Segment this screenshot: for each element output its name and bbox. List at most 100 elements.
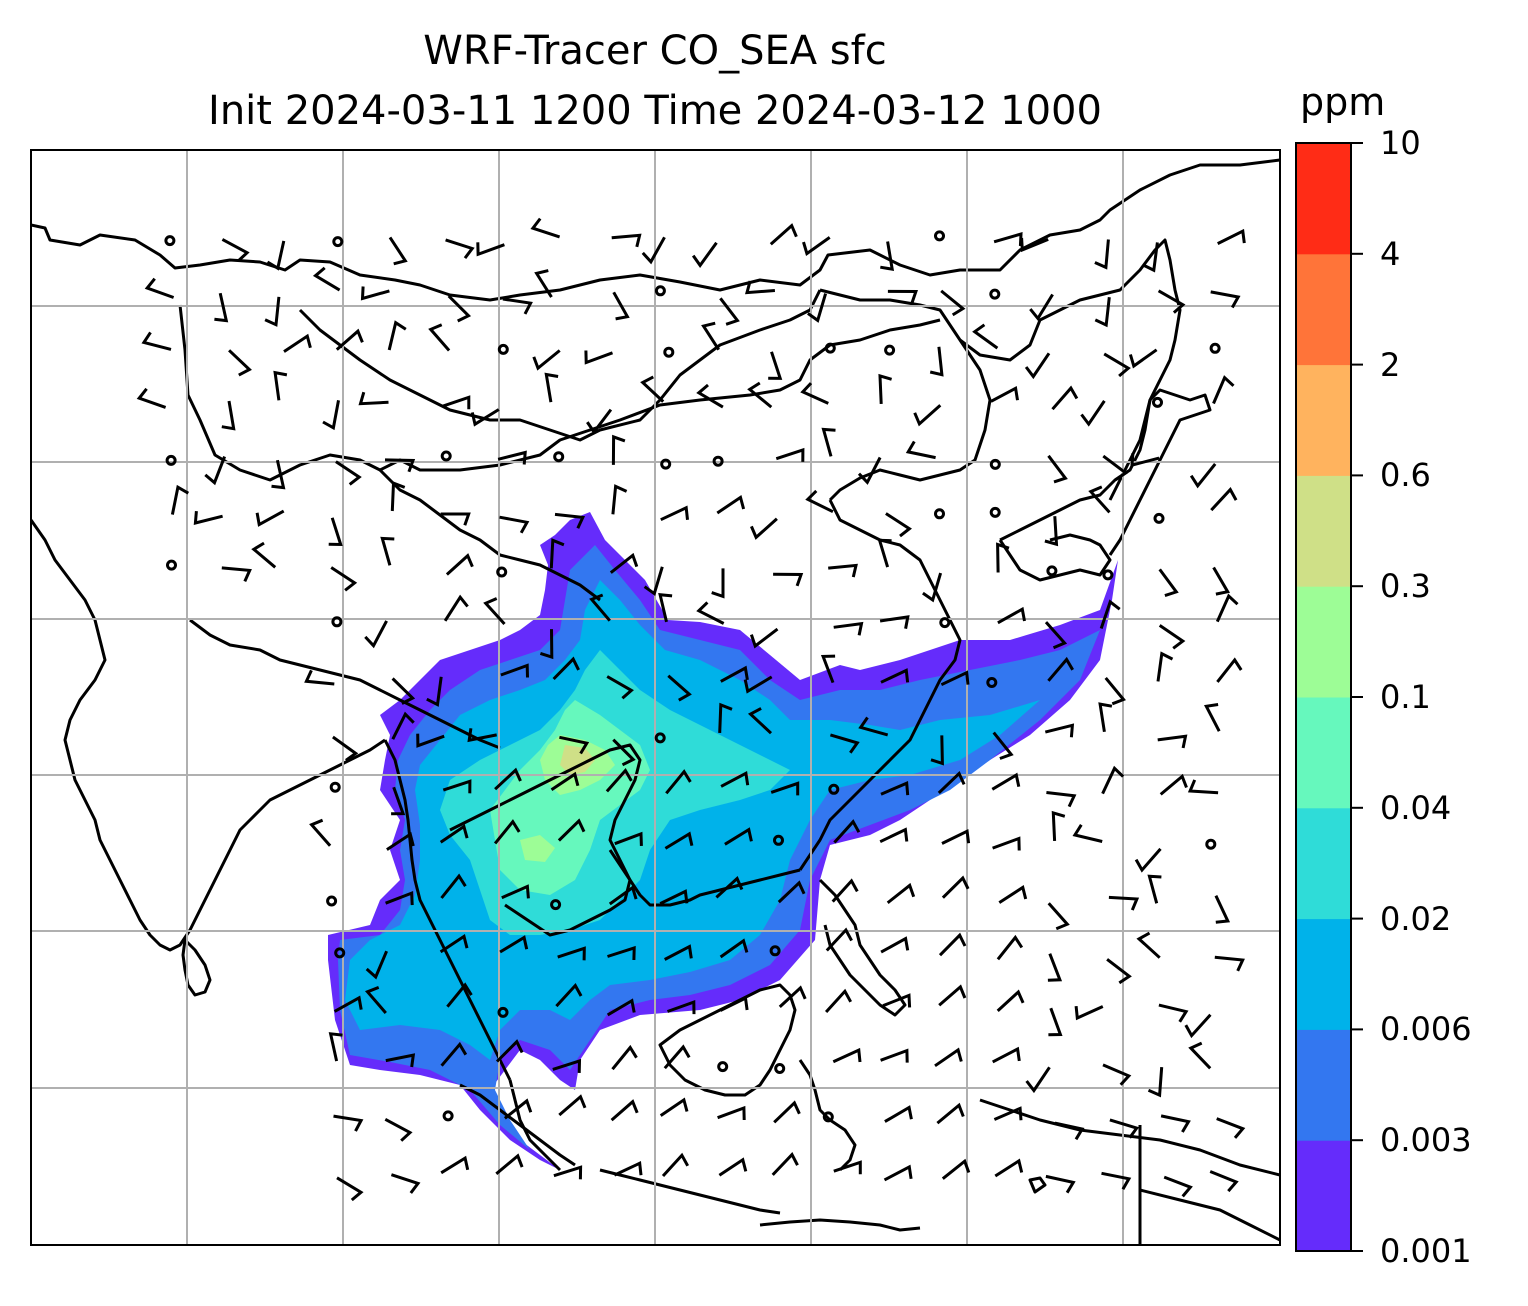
wind-barb [1029, 293, 1054, 321]
wind-barb [996, 542, 1010, 573]
colorbar-band [1296, 475, 1351, 587]
wind-barb [724, 827, 753, 846]
wind-barb [1025, 1066, 1051, 1094]
wind-barb [1108, 895, 1140, 911]
coastline-borneo [658, 983, 797, 1097]
wind-barb [719, 995, 749, 1012]
wind-barb [493, 819, 521, 845]
wind-barb [659, 889, 689, 905]
wind-barb [608, 885, 638, 906]
coastline-india-west [31, 519, 386, 952]
wind-barb [336, 1176, 364, 1202]
wind-barb [880, 936, 910, 954]
wind-barb [998, 885, 1028, 904]
wind-barb [559, 735, 590, 755]
map-area [31, 150, 1280, 1245]
wind-barb [1106, 958, 1132, 985]
wind-barb [913, 404, 942, 427]
wind-barb [554, 512, 586, 529]
wind-barb [333, 995, 363, 1013]
wind-barb [539, 629, 554, 660]
wind-barb [992, 1046, 1021, 1064]
border-central-asia [178, 304, 941, 482]
border-mongolia-east [819, 288, 992, 502]
wind-barb [938, 932, 967, 957]
wind-barb [550, 771, 580, 792]
wind-barb [880, 781, 910, 796]
wind-barb [416, 733, 445, 748]
wind-barb [1047, 902, 1070, 931]
wind-barb [502, 297, 533, 315]
wind-barb [442, 779, 472, 794]
wind-barb [769, 223, 798, 246]
colorbar-tick-label: 0.02 [1380, 899, 1452, 938]
wind-barb [439, 933, 469, 954]
wind-barb [771, 1152, 799, 1176]
wind-barb [877, 538, 892, 568]
calm-wind-marker [332, 236, 344, 248]
wind-barb [1044, 723, 1075, 738]
colorbar-band [1296, 586, 1351, 698]
wind-barb [494, 767, 522, 791]
wind-barb [532, 349, 561, 371]
wind-barb [719, 297, 740, 326]
wind-barb [609, 552, 639, 574]
wind-barb [858, 716, 889, 737]
wind-barb [1094, 297, 1111, 328]
wind-barb [1147, 1066, 1164, 1098]
wind-barb [500, 663, 529, 678]
wind-barb [720, 770, 750, 788]
border-tibet [189, 618, 501, 750]
wind-barb [390, 1173, 421, 1194]
border-china-inner [378, 468, 601, 602]
wind-barb [718, 1157, 748, 1177]
wind-barb [996, 989, 1025, 1013]
wind-barb [884, 1105, 913, 1123]
wind-barb [304, 669, 335, 686]
wind-barb [1209, 1170, 1239, 1193]
wind-barb [1158, 568, 1179, 598]
wind-barb [828, 563, 858, 578]
wind-barb [658, 592, 673, 623]
wind-barb [495, 1153, 524, 1175]
coastline-sumatra [459, 1083, 576, 1167]
wind-barb [997, 606, 1026, 625]
wind-barb [749, 627, 779, 649]
wind-barb [610, 1099, 639, 1122]
coastline-japan [1108, 388, 1212, 556]
wind-barb [643, 566, 664, 597]
wind-barb [221, 238, 250, 262]
colorbar-band [1296, 807, 1351, 920]
wind-barb [1098, 702, 1113, 733]
wind-barb [821, 427, 836, 457]
wind-barb [1102, 454, 1129, 481]
colorbar-band [1296, 697, 1351, 809]
calm-wind-marker [769, 945, 781, 957]
wind-barb [937, 770, 966, 794]
calm-wind-marker [442, 1110, 454, 1122]
wind-barb [385, 1053, 416, 1068]
colorbar-band [1296, 364, 1351, 476]
wind-barb [380, 536, 395, 566]
colorbar-tick-label: 4 [1380, 234, 1401, 273]
wind-barbs [136, 217, 1246, 1202]
calm-wind-marker [828, 783, 840, 795]
wind-barb [1101, 765, 1125, 795]
wind-barb [1210, 290, 1241, 309]
wind-barb [606, 998, 636, 1017]
calm-wind-marker [1102, 569, 1114, 581]
wind-barb [322, 400, 340, 431]
wind-barb [499, 515, 530, 534]
wind-barb [661, 1152, 690, 1178]
wind-barb [1157, 734, 1188, 749]
wind-barb [775, 447, 805, 462]
wind-barb [1094, 239, 1110, 270]
wind-barb [640, 375, 665, 403]
coastline-manchuria [959, 238, 1182, 542]
calm-wind-marker [774, 1063, 786, 1074]
calm-wind-marker [824, 342, 836, 354]
calm-wind-marker [329, 781, 341, 793]
wind-barb [1046, 791, 1077, 808]
wind-barb [467, 728, 497, 743]
wind-barb [829, 733, 860, 754]
